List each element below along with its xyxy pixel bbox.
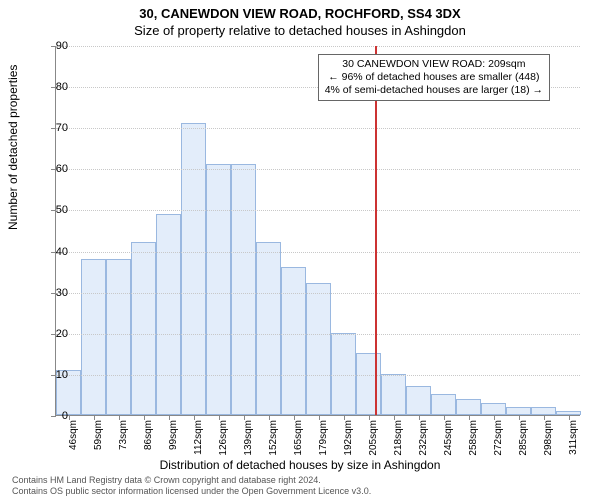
histogram-bar bbox=[381, 374, 406, 415]
gridline bbox=[56, 252, 580, 253]
xtick-label: 272sqm bbox=[493, 420, 504, 460]
histogram-bar bbox=[456, 399, 481, 415]
xtick-label: 192sqm bbox=[343, 420, 354, 460]
xtick-label: 86sqm bbox=[143, 420, 154, 460]
histogram-bar bbox=[481, 403, 506, 415]
xtick-label: 245sqm bbox=[443, 420, 454, 460]
xtick-label: 73sqm bbox=[118, 420, 129, 460]
chart-area: 30 CANEWDON VIEW ROAD: 209sqm ← 96% of d… bbox=[55, 46, 580, 416]
xtick-label: 311sqm bbox=[568, 420, 579, 460]
histogram-bar bbox=[281, 267, 306, 415]
xtick-label: 165sqm bbox=[293, 420, 304, 460]
xtick-label: 218sqm bbox=[393, 420, 404, 460]
y-axis-label: Number of detached properties bbox=[6, 65, 20, 230]
histogram-bar bbox=[156, 214, 181, 415]
gridline bbox=[56, 169, 580, 170]
xtick-label: 152sqm bbox=[268, 420, 279, 460]
annotation-line: 4% of semi-detached houses are larger (1… bbox=[325, 84, 543, 97]
footer-line: Contains OS public sector information li… bbox=[12, 486, 371, 496]
histogram-bar bbox=[356, 353, 381, 415]
histogram-bar bbox=[256, 242, 281, 415]
xtick-label: 258sqm bbox=[468, 420, 479, 460]
x-axis-label: Distribution of detached houses by size … bbox=[0, 458, 600, 472]
xtick-label: 285sqm bbox=[518, 420, 529, 460]
footer: Contains HM Land Registry data © Crown c… bbox=[12, 475, 371, 496]
histogram-bar bbox=[506, 407, 531, 415]
xtick-label: 59sqm bbox=[93, 420, 104, 460]
ytick-label: 30 bbox=[38, 287, 68, 299]
xtick-label: 112sqm bbox=[193, 420, 204, 460]
gridline bbox=[56, 128, 580, 129]
xtick-label: 179sqm bbox=[318, 420, 329, 460]
ytick-label: 70 bbox=[38, 122, 68, 134]
histogram-bar bbox=[181, 123, 206, 415]
annotation-line: ← 96% of detached houses are smaller (44… bbox=[325, 71, 543, 84]
xtick-label: 232sqm bbox=[418, 420, 429, 460]
xtick-label: 139sqm bbox=[243, 420, 254, 460]
xtick-label: 99sqm bbox=[168, 420, 179, 460]
histogram-bar bbox=[231, 164, 256, 415]
histogram-bar bbox=[81, 259, 106, 415]
ytick-label: 50 bbox=[38, 204, 68, 216]
annotation-line: 30 CANEWDON VIEW ROAD: 209sqm bbox=[325, 58, 543, 71]
ytick-label: 40 bbox=[38, 246, 68, 258]
histogram-bar bbox=[406, 386, 431, 415]
histogram-bar bbox=[431, 394, 456, 415]
xtick-label: 205sqm bbox=[368, 420, 379, 460]
ytick-label: 90 bbox=[38, 40, 68, 52]
histogram-bar bbox=[206, 164, 231, 415]
histogram-bar bbox=[106, 259, 131, 415]
gridline bbox=[56, 375, 580, 376]
subtitle: Size of property relative to detached ho… bbox=[0, 23, 600, 38]
histogram-bar bbox=[306, 283, 331, 415]
annotation-box: 30 CANEWDON VIEW ROAD: 209sqm ← 96% of d… bbox=[318, 54, 550, 101]
ytick-label: 60 bbox=[38, 163, 68, 175]
gridline bbox=[56, 293, 580, 294]
gridline bbox=[56, 210, 580, 211]
ytick-label: 0 bbox=[38, 410, 68, 422]
gridline bbox=[56, 46, 580, 47]
ytick-label: 80 bbox=[38, 81, 68, 93]
footer-line: Contains HM Land Registry data © Crown c… bbox=[12, 475, 371, 485]
xtick-label: 46sqm bbox=[68, 420, 79, 460]
histogram-bar bbox=[131, 242, 156, 415]
histogram-bar bbox=[531, 407, 556, 415]
gridline bbox=[56, 334, 580, 335]
ytick-label: 10 bbox=[38, 369, 68, 381]
page-title: 30, CANEWDON VIEW ROAD, ROCHFORD, SS4 3D… bbox=[0, 6, 600, 21]
ytick-label: 20 bbox=[38, 328, 68, 340]
xtick-label: 298sqm bbox=[543, 420, 554, 460]
xtick-label: 126sqm bbox=[218, 420, 229, 460]
